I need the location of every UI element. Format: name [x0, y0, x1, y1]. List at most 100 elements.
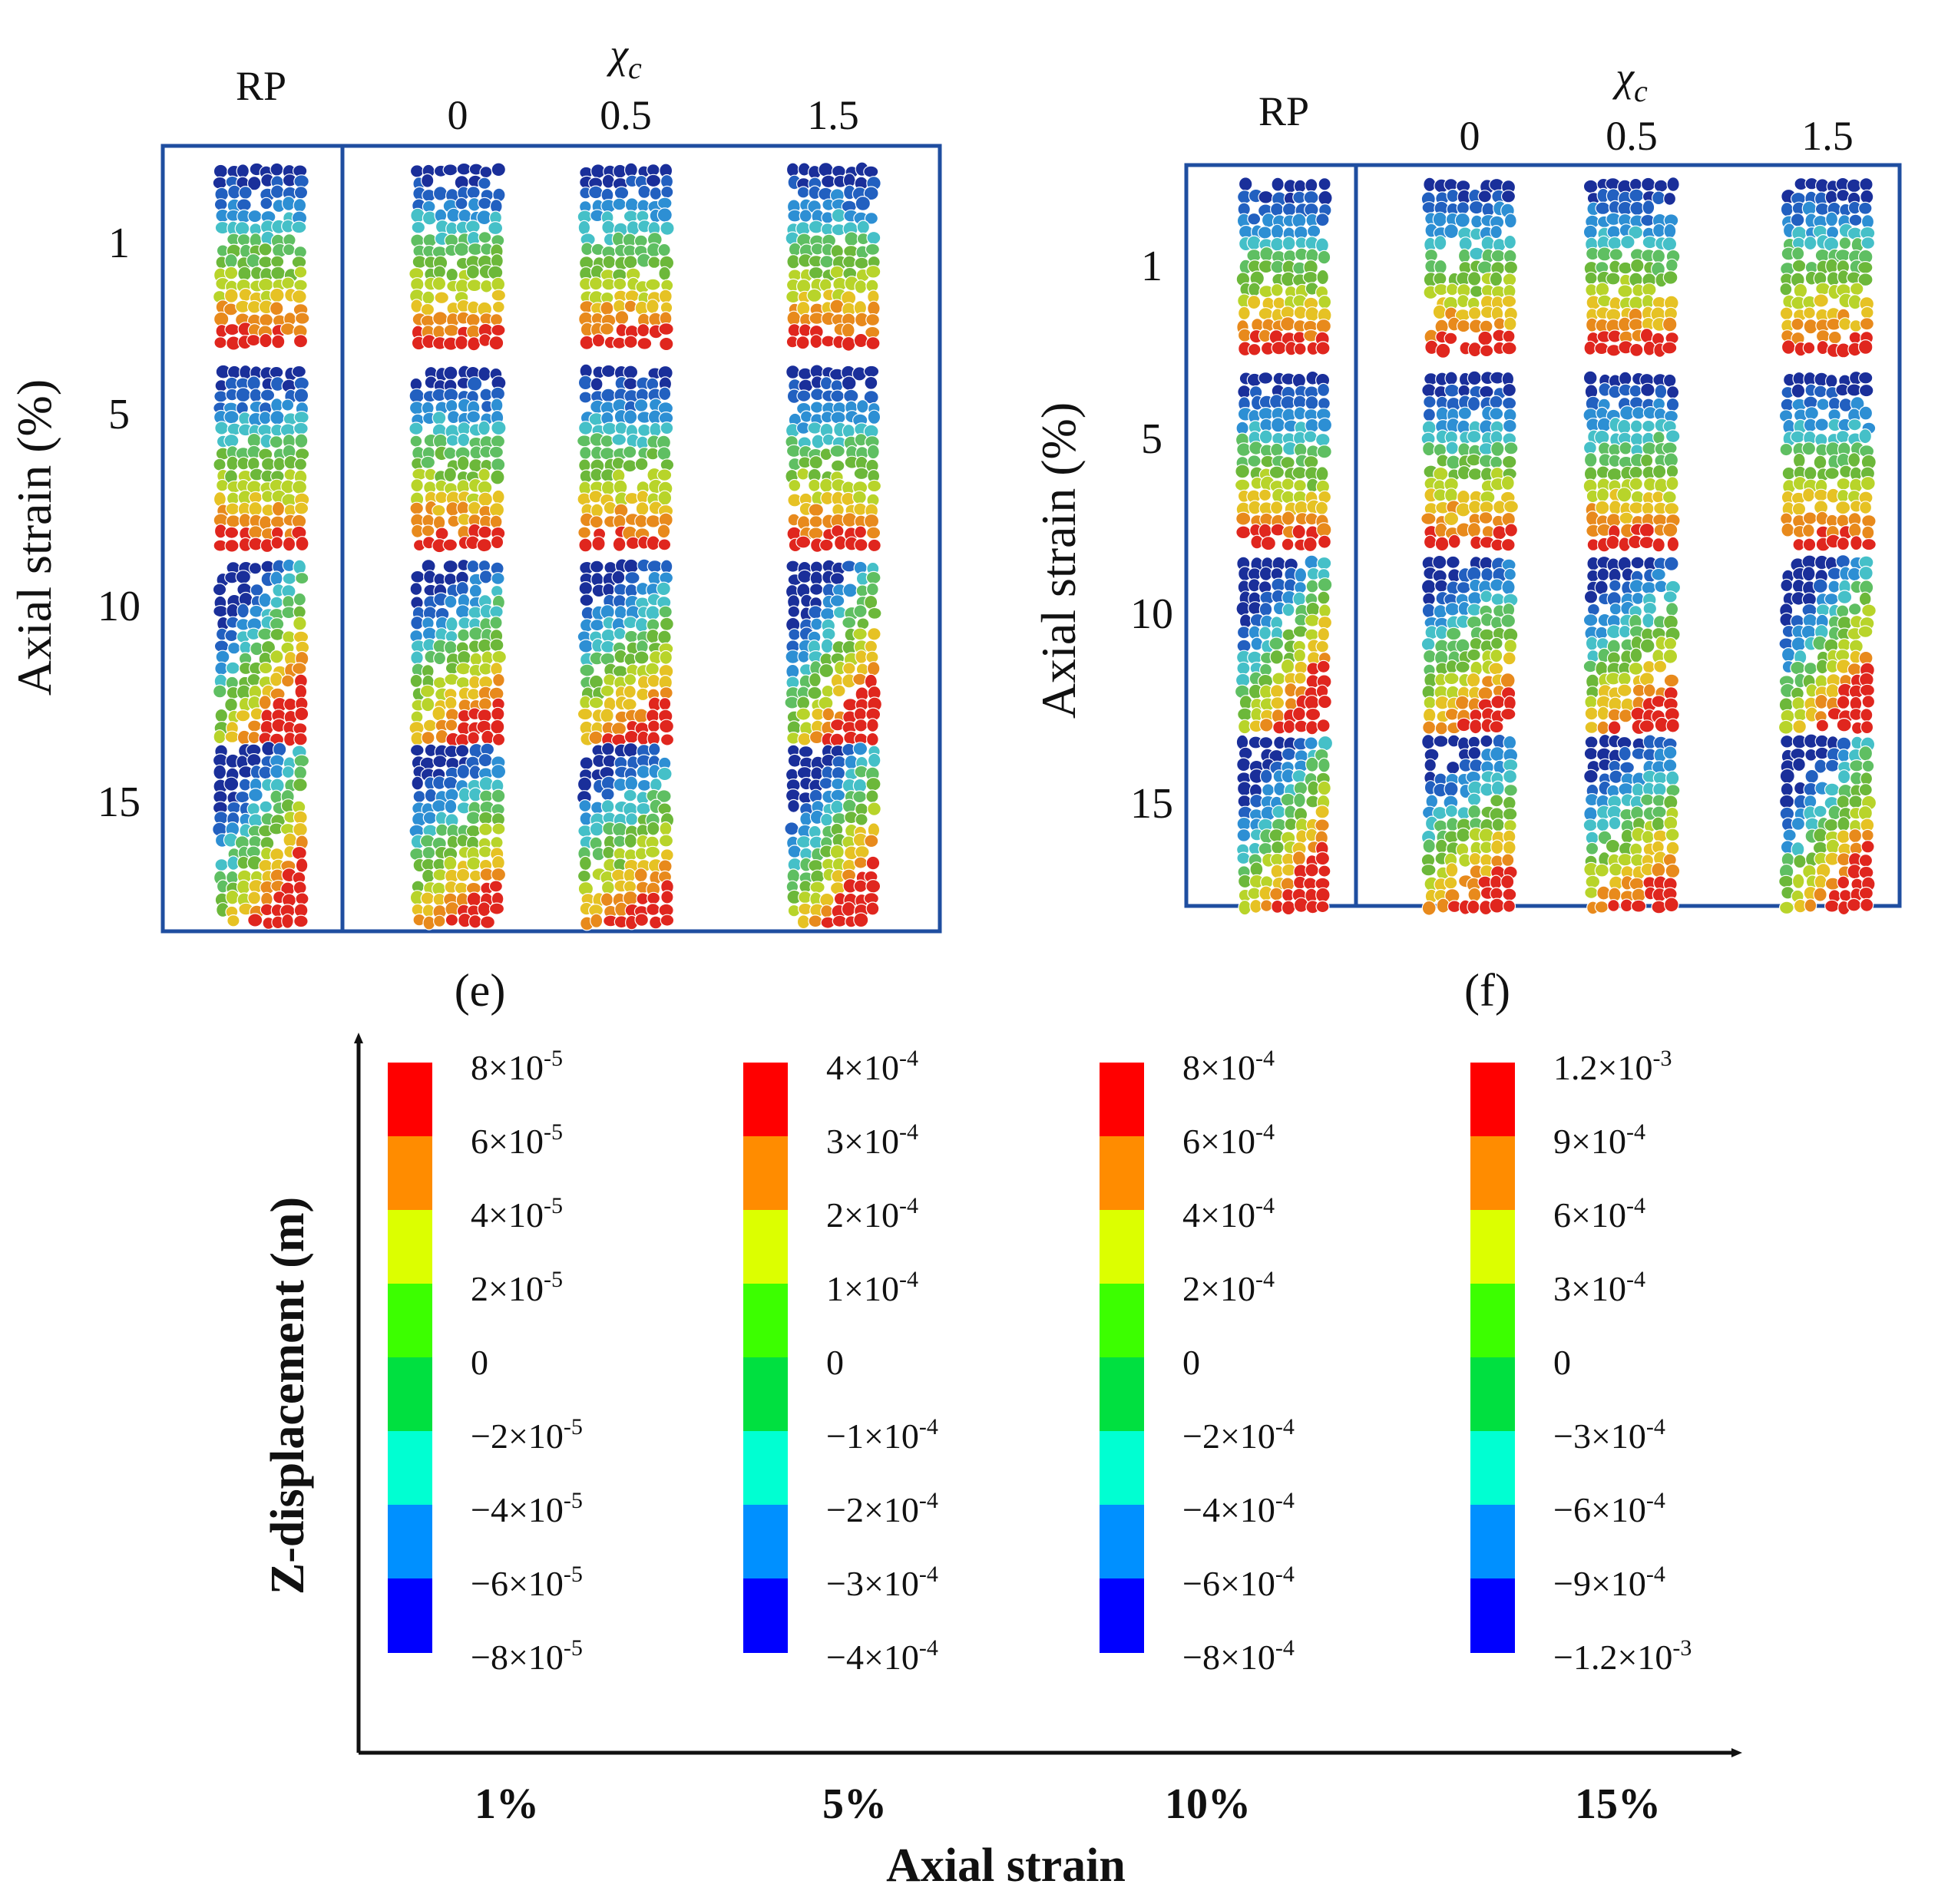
particle-specimen: [785, 364, 882, 553]
particle-specimen: [212, 558, 310, 747]
colorbar-band: [743, 1505, 788, 1579]
particle-specimen: [1582, 370, 1681, 553]
particle-specimen: [1582, 555, 1682, 735]
panel-label-e: (e): [455, 965, 506, 1016]
particle-specimen: [1778, 554, 1877, 735]
colorbar-tick-label: 1.2×10-3: [1553, 1046, 1672, 1087]
particle-specimen: [408, 742, 507, 931]
colorbar-band: [388, 1357, 432, 1432]
particle-specimen: [1778, 733, 1877, 916]
colorbar-tick-label: 8×10-5: [471, 1046, 563, 1087]
rp-column-header: RP: [236, 63, 286, 109]
panel-frame: [160, 144, 942, 934]
particle-specimen: [213, 364, 310, 554]
colorbar-tick-label: 9×10-4: [1553, 1119, 1645, 1161]
particle-specimen: [577, 558, 675, 748]
particle-specimen: [212, 162, 310, 351]
colorbar-band: [743, 1210, 788, 1284]
colorbar-tick-label: −2×10-4: [1182, 1414, 1295, 1456]
particle-specimen: [408, 558, 507, 748]
particle-specimen: [212, 740, 310, 930]
chi-c-header: χc: [606, 31, 642, 85]
panel-label-f: (f): [1464, 965, 1510, 1016]
particle-specimen: [1235, 734, 1334, 916]
colorbar-band: [1100, 1357, 1144, 1432]
colorbar-band: [743, 1431, 788, 1506]
chi-c-value-2: 1.5: [807, 92, 859, 138]
colorbar-tick-label: 4×10-4: [1182, 1193, 1275, 1235]
colorbar-band: [1100, 1505, 1144, 1579]
colorbar-band: [743, 1357, 788, 1432]
strain-row-label-1: 5: [108, 391, 130, 438]
colorbar-1: 4×10-4 3×10-4 2×10-4 1×10-4 0 −1×10-4 −2×10-4 −…: [743, 1046, 938, 1828]
legend-category-3: 15%: [1575, 1780, 1661, 1828]
particle-specimen: [784, 559, 882, 748]
colorbar-band: [1470, 1063, 1515, 1137]
strain-row-label-2: 10: [1130, 590, 1173, 638]
strain-row-label-3: 15: [98, 778, 141, 826]
particle-specimen: [785, 161, 881, 352]
colorbar-tick-label: 2×10-4: [826, 1193, 918, 1235]
colorbar-tick-label: −4×10-5: [471, 1488, 583, 1529]
colorbar-band: [1100, 1284, 1144, 1358]
chi-c-header: χc: [1612, 54, 1648, 108]
colorbar-0: 8×10-5 6×10-5 4×10-5 2×10-5 0 −2×10-5 −4×10-5 −…: [388, 1046, 583, 1828]
colorbar-tick-label: −3×10-4: [826, 1562, 938, 1603]
colorbar-tick-label: 0: [471, 1343, 488, 1382]
chi-c-value-1: 0.5: [1606, 113, 1658, 159]
colorbar-tick-label: −2×10-4: [826, 1488, 938, 1529]
legend-category-2: 10%: [1165, 1780, 1251, 1828]
particle-specimen: [1779, 177, 1876, 359]
colorbar-tick-label: −6×10-4: [1553, 1488, 1665, 1529]
strain-row-label-2: 10: [98, 583, 141, 630]
colorbar-tick-label: −1×10-4: [826, 1414, 938, 1456]
colorbar-band: [1100, 1210, 1144, 1284]
chi-c-value-1: 0.5: [600, 92, 652, 138]
colorbar-2: 8×10-4 6×10-4 4×10-4 2×10-4 0 −2×10-4 −4×10-4 −…: [1100, 1046, 1295, 1828]
colorbar-tick-label: 0: [826, 1343, 844, 1382]
particle-specimen: [577, 162, 675, 352]
colorbar-band: [388, 1431, 432, 1506]
particle-specimen: [576, 742, 675, 931]
colorbar-tick-label: 6×10-5: [471, 1119, 563, 1161]
colorbar-tick-label: 6×10-4: [1553, 1193, 1645, 1235]
particle-specimen: [1420, 733, 1519, 916]
colorbar-band: [1100, 1136, 1144, 1211]
strain-row-label-0: 1: [108, 220, 130, 267]
legend-category-0: 1%: [475, 1780, 539, 1828]
colorbar-band: [1470, 1357, 1515, 1432]
colorbar-tick-label: 0: [1182, 1343, 1200, 1382]
strain-row-label-3: 15: [1130, 780, 1173, 828]
particle-specimen: [784, 742, 881, 930]
strain-row-label-0: 1: [1141, 243, 1162, 290]
colorbar-band: [743, 1578, 788, 1653]
y-axis-title: Axial strain (%): [1031, 402, 1086, 719]
particle-specimen: [408, 162, 507, 352]
colorbar-tick-label: 3×10-4: [1553, 1267, 1645, 1308]
colorbar-tick-label: −4×10-4: [826, 1635, 938, 1677]
particle-specimen: [1420, 370, 1519, 552]
particle-specimen: [576, 363, 675, 553]
colorbar-band: [1470, 1431, 1515, 1506]
colorbar-tick-label: 1×10-4: [826, 1267, 918, 1308]
panel-border: [160, 144, 942, 934]
colorbar-band: [388, 1210, 432, 1284]
colorbar-tick-label: −4×10-4: [1182, 1488, 1295, 1529]
chi-c-subscript: c: [1634, 74, 1648, 108]
strain-row-label-1: 5: [1141, 415, 1162, 463]
colorbar-tick-label: 2×10-5: [471, 1267, 563, 1308]
colorbar-band: [1100, 1431, 1144, 1506]
colorbar-tick-label: 3×10-4: [826, 1119, 918, 1161]
colorbar-tick-label: −8×10-5: [471, 1635, 583, 1677]
colorbar-3: 1.2×10-3 9×10-4 6×10-4 3×10-4 0 −3×10-4 −6×10-…: [1470, 1046, 1692, 1828]
colorbar-band: [388, 1505, 432, 1579]
colorbar-tick-label: 8×10-4: [1182, 1046, 1275, 1087]
particle-specimen: [408, 365, 507, 554]
colorbar-band: [1470, 1136, 1515, 1211]
legend-category-1: 5%: [822, 1780, 887, 1828]
colorbar-band: [1100, 1063, 1144, 1137]
